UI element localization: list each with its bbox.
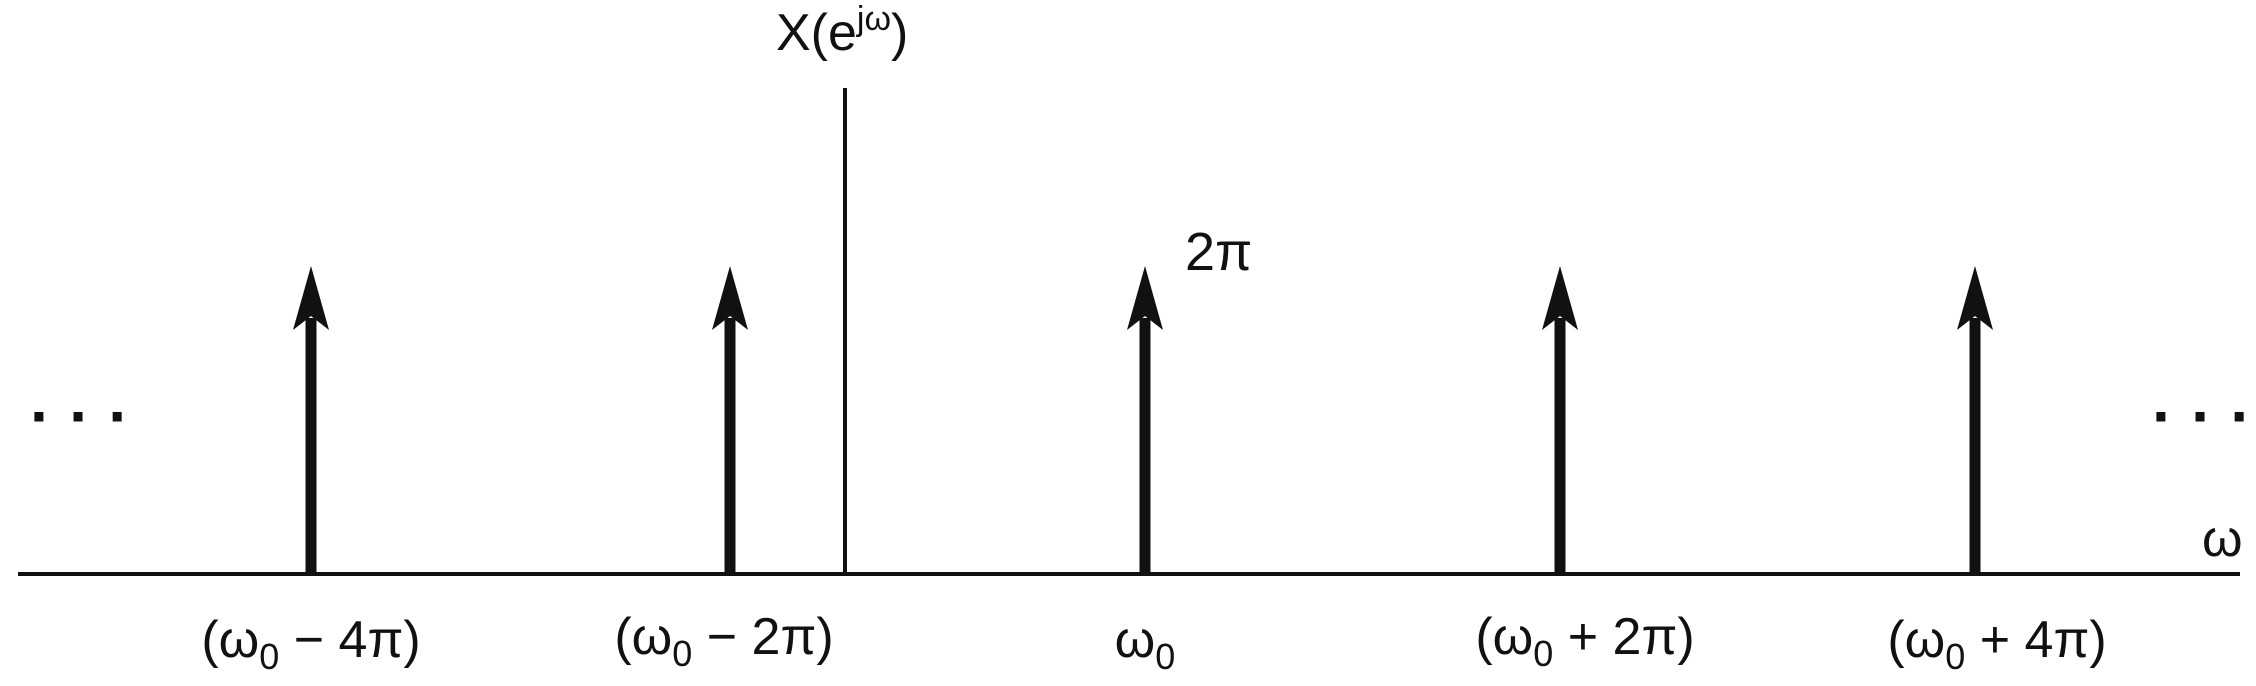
impulse-label: (ω0 + 2π) <box>1475 608 1694 674</box>
impulse-arrowhead <box>293 266 329 330</box>
impulse-2 <box>712 266 748 574</box>
impulse-label: (ω0 − 4π) <box>201 611 420 677</box>
impulse-label: (ω0 + 4π) <box>1887 611 2106 677</box>
continuation-dots-right: · · · <box>2152 380 2252 452</box>
impulse-5 <box>1957 266 1993 574</box>
impulse-1 <box>293 266 329 574</box>
impulse-amplitude-label: 2π <box>1185 222 1252 282</box>
impulse-arrowhead <box>1127 266 1163 330</box>
y-axis-label: X(ejω) <box>776 0 908 62</box>
impulse-arrowhead <box>712 266 748 330</box>
impulse-3 <box>1127 266 1163 574</box>
impulse-4 <box>1542 266 1578 574</box>
impulse-label: (ω0 − 2π) <box>614 608 833 674</box>
x-axis-label: ω <box>2202 510 2243 568</box>
continuation-dots-left: · · · <box>30 380 130 452</box>
impulse-arrowhead <box>1957 266 1993 330</box>
impulse-label: ω0 <box>1115 611 1176 677</box>
impulse-arrowhead <box>1542 266 1578 330</box>
